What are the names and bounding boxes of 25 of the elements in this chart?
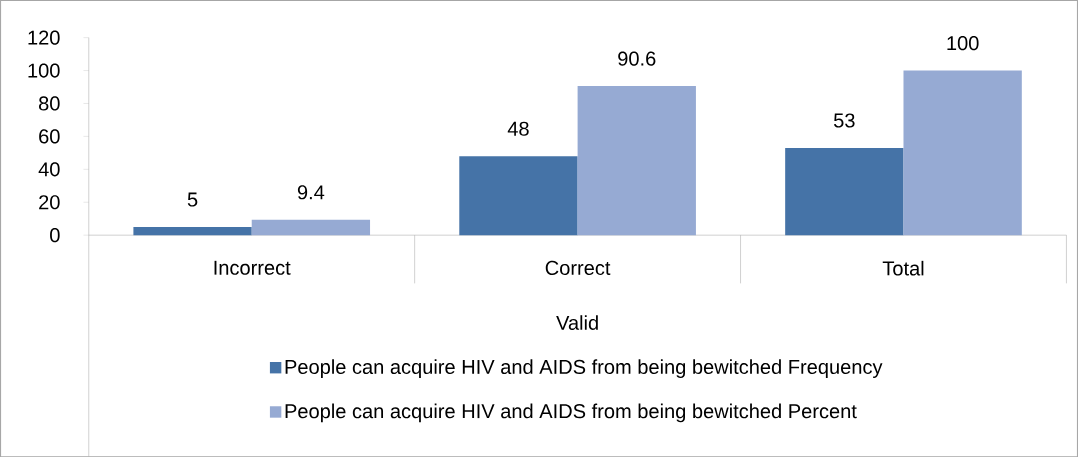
data-label: 48 [507, 121, 529, 136]
bar [133, 226, 252, 236]
bar [459, 156, 578, 236]
bar [903, 70, 1022, 236]
x-tick-label: Incorrect [214, 260, 291, 275]
bar [577, 85, 696, 236]
legend-label: People can acquire HIV and AIDS from being bewitched Frequency [285, 359, 883, 378]
y-tick-label: 20 [39, 195, 60, 210]
y-tick-label: 120 [28, 30, 60, 45]
bar [251, 219, 371, 236]
x-tick-label: Total [882, 260, 924, 276]
data-label: 90.6 [618, 51, 656, 66]
x-tick-label: Correct [545, 260, 611, 275]
legend-label: People can acquire HIV and AIDS from being bewitched Percent [285, 403, 857, 423]
data-label: 53 [833, 113, 855, 128]
bar [785, 147, 904, 236]
data-label: 100 [947, 35, 979, 51]
data-label: 9.4 [297, 185, 325, 200]
y-tick-label: 40 [38, 162, 60, 177]
x-axis-title: Valid [556, 315, 598, 330]
y-tick-label: 0 [50, 227, 60, 243]
y-tick-label: 100 [28, 63, 60, 78]
y-tick-label: 80 [39, 96, 60, 111]
data-label: 5 [187, 192, 198, 207]
y-tick-label: 60 [39, 129, 60, 144]
